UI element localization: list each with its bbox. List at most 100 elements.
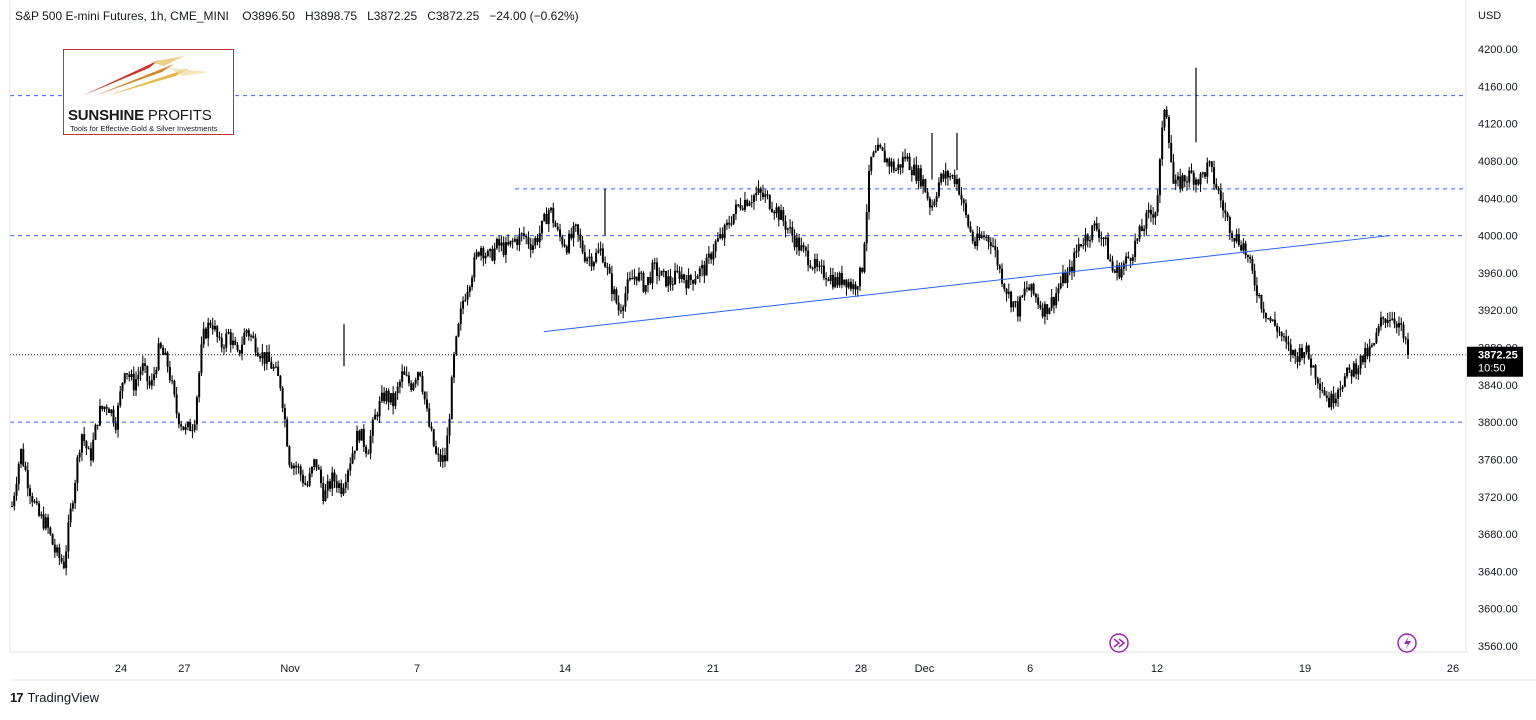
candle-body [1373,343,1376,345]
candle-body [1312,365,1315,368]
candle-body [1228,217,1231,234]
candle-body [507,242,510,245]
candle-body [335,481,338,488]
x-tick-label: 12 [1151,663,1163,675]
candle-body [351,453,354,464]
candle-body [304,483,307,485]
candle-body [935,196,938,202]
candle-body [849,281,852,289]
candle-body [613,289,616,295]
candle-body [513,239,516,242]
candle-body [1370,344,1373,347]
symbol-legend: S&P 500 E-mini Futures, 1h, CME_MINI O38… [15,9,579,23]
candle-body [836,277,839,286]
candle-body [1161,127,1164,160]
candle-body [1179,176,1182,189]
candle-body [581,240,584,253]
candle-body [1176,176,1179,180]
candle-body [1291,349,1294,355]
candle-body [771,209,774,212]
candle-body [1222,200,1225,211]
candle-body [543,214,546,221]
candle-body [890,161,893,167]
candle-body [534,238,537,246]
candle-body [128,374,131,377]
candle-body [220,337,223,348]
candle-body [1298,347,1301,362]
candle-body [1289,344,1292,355]
candle-body [155,369,158,375]
candle-body [791,227,794,236]
candle-body [976,233,979,247]
candle-body [649,277,652,284]
countdown-label: 10:50 [1478,363,1506,375]
candle-body [994,245,997,251]
candle-body [444,455,447,462]
candle-body [737,204,740,206]
candle-body [1034,293,1037,298]
candle-body [204,328,207,339]
fast-forward-circle-icon[interactable] [1109,633,1129,653]
candle-body [114,423,117,430]
trendline-layer[interactable] [543,235,1390,333]
candle-body [825,278,828,280]
candle-body [1012,301,1015,308]
candle-body [347,470,350,482]
candle-body [816,259,819,267]
candle-body [175,394,178,414]
candle-body [545,214,548,225]
candle-body [1334,398,1337,404]
candle-body [845,279,848,288]
candle-body [209,322,212,326]
candle-body [414,379,417,384]
horizontal-levels [10,95,1466,423]
candle-body [1170,142,1173,162]
candle-body [552,207,555,223]
candle-body [712,251,715,260]
candle-body [407,375,410,384]
candle-body [694,278,697,284]
candle-body [383,392,386,402]
candle-body [667,276,670,287]
candle-body [78,452,81,458]
candle-body [1208,161,1211,163]
candle-body [852,284,855,289]
candle-body [457,323,460,337]
candle-body [184,427,187,430]
candle-body [786,228,789,230]
candle-body [653,262,656,264]
candle-body [247,330,250,337]
ascending-trendline[interactable] [543,235,1390,333]
candle-body [674,270,677,285]
candle-body [1303,352,1306,358]
candle-body [671,284,674,286]
candle-body [527,237,530,245]
candle-body [146,365,149,382]
lightning-circle-icon[interactable] [1397,633,1417,653]
tradingview-footer[interactable]: 17 TradingView [10,690,99,705]
bottom-icons[interactable] [1109,633,1417,653]
candle-body [1158,159,1161,196]
candle-body [58,547,61,558]
candle-body [1154,212,1157,218]
candle-body [254,337,257,353]
candle-body [1350,369,1353,377]
candle-body [1397,322,1400,328]
candle-body [69,508,72,523]
candle-body [989,242,992,247]
candle-body [964,203,967,216]
candle-body [148,381,151,386]
candle-body [1107,237,1110,260]
candle-body [743,200,746,210]
candle-body [430,426,433,430]
candle-body [1100,237,1103,239]
candle-body [462,300,465,309]
candle-body [511,240,514,242]
candle-body [689,275,692,281]
candle-body [992,245,995,247]
candle-body [1052,297,1055,306]
candle-body [879,144,882,148]
y-tick-label: 3800.00 [1478,417,1518,429]
